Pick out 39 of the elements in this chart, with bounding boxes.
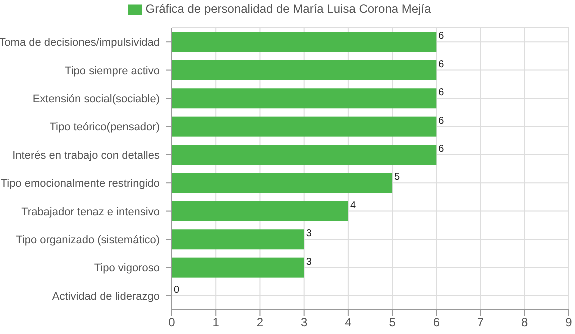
x-tick-label: 4	[345, 316, 352, 330]
y-tick-label: Tipo siempre activo	[65, 65, 160, 78]
data-label: 4	[350, 200, 356, 212]
bar	[172, 116, 437, 137]
data-label: 0	[174, 285, 180, 296]
bar	[172, 258, 304, 278]
bar	[172, 88, 437, 109]
data-label: 3	[306, 256, 312, 268]
x-tick-label: 3	[300, 316, 308, 330]
bar	[172, 32, 437, 52]
data-label: 6	[438, 59, 445, 70]
bar	[172, 60, 437, 80]
x-tick-label: 6	[433, 316, 440, 330]
x-tick-label: 9	[566, 316, 573, 330]
x-tick-label: 0	[168, 316, 176, 330]
y-tick-label: Tipo vigoroso	[94, 262, 160, 275]
bar	[172, 230, 304, 250]
y-tick-label: Interés en trabajo con detalles	[12, 150, 160, 162]
y-tick-label: Tipo organizado (sistemático)	[16, 234, 160, 246]
x-tick-label: 2	[256, 316, 264, 330]
y-tick-label: Trabajador tenaz e intensivo	[22, 206, 160, 218]
data-label: 5	[394, 172, 401, 184]
x-tick-label: 1	[212, 316, 220, 330]
y-tick-label: Tipo emocionalmente restringido	[0, 178, 160, 190]
x-tick-label: 8	[522, 316, 529, 330]
bar	[172, 173, 393, 194]
x-tick-label: 7	[477, 316, 484, 330]
y-tick-label: Actividad de liderazgo	[52, 290, 160, 303]
x-tick-label: 5	[389, 316, 396, 330]
data-label: 6	[438, 31, 445, 42]
bar	[172, 145, 437, 166]
y-tick-label: Tipo teórico(pensador)	[50, 122, 160, 134]
legend-label: Gráfica de personalidad de María Luisa Corona Mejía	[146, 2, 432, 16]
bar	[172, 201, 348, 222]
data-label: 3	[306, 228, 312, 240]
data-label: 6	[438, 88, 445, 99]
data-label: 6	[438, 144, 445, 156]
data-label: 6	[438, 116, 445, 127]
y-tick-label: Extensión social(sociable)	[32, 94, 160, 106]
